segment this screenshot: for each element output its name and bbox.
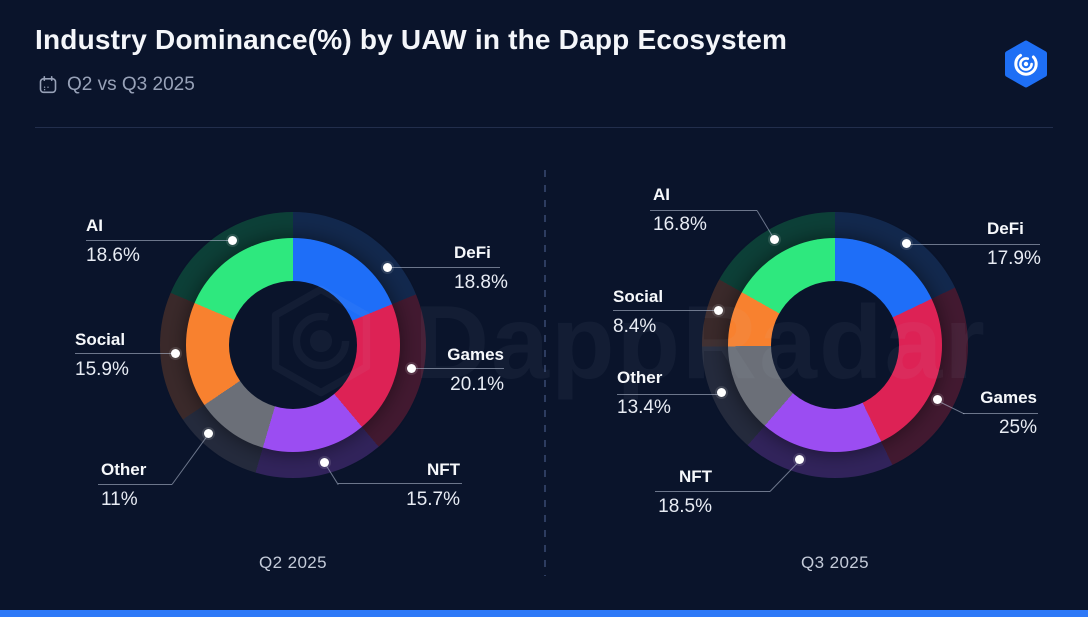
q2-ai-label: AI — [86, 216, 103, 235]
q2-defi-label: DeFi — [454, 243, 491, 262]
q3-defi-value: 17.9% — [987, 248, 1041, 269]
calendar-icon — [38, 75, 58, 95]
q3-social-dot — [714, 306, 723, 315]
q3-callout-social: Social 8.4% — [613, 287, 663, 338]
q2-games-leader-line — [413, 368, 504, 369]
q2-donut-hole — [229, 281, 357, 409]
q3-ai-dot — [770, 235, 779, 244]
q2-callout-defi: DeFi 18.8% — [454, 243, 508, 294]
q2-social-dot — [171, 349, 180, 358]
q3-callout-ai: AI 16.8% — [653, 185, 707, 236]
q2-defi-leader-line — [389, 267, 500, 268]
q2-other-leader-diag — [171, 433, 210, 485]
q3-games-dot — [933, 395, 942, 404]
q2-nft-dot — [320, 458, 329, 467]
q3-callout-nft: NFT 18.5% — [612, 467, 712, 518]
q2-social-value: 15.9% — [75, 359, 129, 380]
q2-games-label: Games — [447, 345, 504, 364]
q2-other-value: 11% — [101, 489, 138, 510]
q3-other-dot — [717, 388, 726, 397]
q3-games-label: Games — [980, 388, 1037, 407]
q3-callout-games: Games 25% — [937, 388, 1037, 439]
q2-callout-social: Social 15.9% — [75, 330, 129, 381]
q3-donut-hole — [771, 281, 899, 409]
q2-defi-dot — [383, 263, 392, 272]
q3-defi-leader-line — [909, 244, 1040, 245]
q3-other-leader-line — [617, 394, 720, 395]
header-divider — [35, 127, 1053, 128]
q3-games-value: 25% — [998, 417, 1037, 438]
page-title: Industry Dominance(%) by UAW in the Dapp… — [35, 24, 788, 55]
q2-callout-nft: NFT 15.7% — [360, 460, 460, 511]
q2-nft-value: 15.7% — [406, 489, 460, 510]
q2-nft-leader-line — [338, 483, 462, 484]
q2-nft-label: NFT — [426, 460, 460, 479]
q3-ai-label: AI — [653, 185, 670, 204]
q3-nft-label: NFT — [678, 467, 712, 486]
q3-caption: Q3 2025 — [800, 553, 870, 572]
q2-other-leader-line — [98, 484, 172, 485]
q2-games-value: 20.1% — [450, 374, 504, 395]
q3-nft-value: 18.5% — [658, 496, 712, 517]
q3-nft-leader-line — [655, 491, 770, 492]
bottom-accent-bar — [0, 610, 1088, 617]
q3-other-value: 13.4% — [617, 397, 671, 418]
q3-nft-dot — [795, 455, 804, 464]
q3-defi-dot — [902, 239, 911, 248]
q3-ai-value: 16.8% — [653, 214, 707, 235]
q2-other-dot — [204, 429, 213, 438]
q2-games-dot — [407, 364, 416, 373]
period-label: Q2 vs Q3 2025 — [67, 74, 195, 95]
q2-social-label: Social — [75, 330, 126, 349]
q3-games-leader-line — [963, 413, 1038, 414]
q3-other-label: Other — [617, 368, 663, 387]
q3-ai-leader-line — [650, 210, 757, 211]
q2-callout-games: Games 20.1% — [404, 345, 504, 396]
q2-ai-dot — [228, 236, 237, 245]
q2-other-label: Other — [101, 460, 147, 479]
q3-callout-other: Other 13.4% — [617, 368, 671, 419]
q3-defi-label: DeFi — [987, 219, 1024, 238]
q3-callout-defi: DeFi 17.9% — [987, 219, 1041, 270]
period-subtitle: Q2 vs Q3 2025 — [38, 74, 195, 96]
q2-callout-ai: AI 18.6% — [86, 216, 140, 267]
dappradar-logo-icon — [1002, 40, 1050, 88]
chart-divider — [544, 170, 546, 576]
q2-ai-value: 18.6% — [86, 245, 140, 266]
q2-defi-value: 18.8% — [454, 272, 508, 293]
q2-caption: Q2 2025 — [258, 553, 328, 572]
q2-ai-leader-line — [86, 240, 233, 241]
q2-social-leader-line — [75, 353, 176, 354]
q3-social-label: Social — [613, 287, 664, 306]
q3-social-leader-line — [613, 310, 717, 311]
q3-social-value: 8.4% — [613, 316, 657, 337]
q2-callout-other: Other 11% — [101, 460, 146, 511]
